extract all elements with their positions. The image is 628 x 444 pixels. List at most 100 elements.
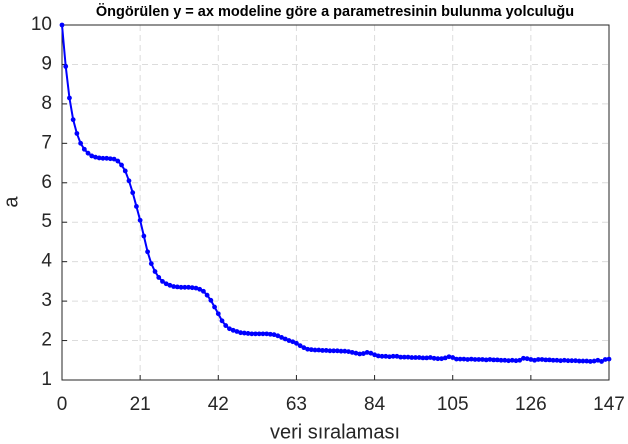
- data-point: [573, 358, 578, 364]
- data-point: [383, 353, 389, 359]
- data-point: [264, 331, 270, 337]
- data-point: [502, 357, 508, 363]
- data-point: [379, 353, 385, 359]
- data-point: [238, 330, 244, 336]
- data-point: [480, 357, 485, 362]
- data-point: [215, 311, 221, 317]
- data-point: [81, 146, 87, 152]
- data-point: [178, 284, 184, 290]
- data-point: [219, 318, 225, 324]
- x-tick-label: 84: [364, 394, 386, 415]
- data-point: [584, 358, 590, 364]
- data-point: [212, 304, 217, 310]
- data-point: [93, 154, 98, 160]
- data-point: [506, 358, 511, 364]
- data-point: [148, 261, 154, 267]
- x-tick-label: 147: [593, 394, 625, 415]
- data-point: [461, 356, 467, 362]
- data-point: [398, 354, 404, 360]
- data-point: [282, 336, 288, 342]
- data-point: [521, 355, 526, 361]
- data-point: [241, 330, 247, 336]
- data-point: [107, 156, 113, 162]
- data-point: [550, 357, 556, 363]
- data-point: [104, 155, 110, 161]
- data-point: [193, 285, 199, 291]
- data-point: [442, 355, 448, 361]
- data-point: [174, 284, 180, 290]
- data-point: [119, 162, 124, 168]
- data-point: [171, 284, 177, 289]
- y-tick-label: 3: [41, 290, 52, 311]
- data-point: [535, 357, 541, 362]
- data-point: [435, 356, 441, 362]
- data-point: [189, 285, 195, 291]
- data-point: [96, 155, 102, 161]
- data-point: [279, 335, 284, 340]
- data-point: [134, 204, 139, 209]
- data-point: [152, 269, 158, 274]
- data-point: [290, 339, 296, 345]
- data-point: [160, 278, 165, 284]
- data-point: [569, 358, 575, 364]
- data-point: [487, 357, 493, 362]
- data-point: [59, 22, 65, 28]
- x-axis-label: veri sıralaması: [270, 421, 400, 443]
- data-point: [528, 357, 534, 362]
- data-point: [349, 349, 355, 355]
- data-point: [297, 343, 303, 349]
- data-point: [156, 275, 162, 280]
- data-point: [424, 355, 430, 361]
- x-tick-label: 63: [286, 394, 307, 415]
- data-point: [491, 357, 497, 363]
- data-point: [364, 349, 370, 355]
- data-point: [223, 323, 229, 328]
- data-point: [74, 131, 80, 136]
- data-point: [543, 357, 549, 363]
- data-point: [394, 353, 400, 359]
- data-point: [63, 64, 69, 69]
- data-point: [431, 355, 437, 361]
- data-point: [204, 292, 210, 298]
- y-tick-label: 6: [41, 172, 52, 193]
- data-point: [468, 356, 474, 362]
- y-tick-label: 2: [41, 330, 52, 351]
- y-tick-label: 1: [41, 369, 52, 390]
- data-point: [342, 348, 348, 354]
- data-point: [230, 327, 236, 333]
- data-point: [271, 332, 277, 338]
- data-point: [323, 348, 329, 353]
- data-point: [67, 95, 72, 101]
- data-point: [320, 348, 325, 353]
- data-point: [234, 329, 240, 334]
- data-point: [427, 355, 433, 360]
- data-point: [316, 347, 322, 353]
- data-point: [454, 356, 459, 362]
- data-point: [509, 357, 515, 363]
- data-point: [308, 347, 314, 353]
- data-point: [327, 348, 333, 354]
- data-point: [361, 351, 366, 356]
- data-point: [331, 348, 337, 354]
- data-point: [554, 357, 560, 363]
- x-tick-label: 42: [208, 394, 229, 415]
- data-point: [498, 357, 504, 363]
- data-point: [413, 355, 418, 360]
- data-point: [558, 358, 564, 364]
- data-point: [353, 350, 359, 356]
- y-tick-label: 8: [41, 93, 52, 114]
- data-point: [457, 356, 463, 362]
- data-point: [561, 357, 567, 363]
- data-point: [260, 331, 266, 337]
- data-point: [182, 284, 188, 290]
- y-tick-label: 5: [41, 211, 52, 232]
- data-point: [513, 358, 519, 364]
- data-point: [375, 353, 381, 359]
- data-point: [606, 356, 612, 362]
- data-point: [591, 358, 597, 364]
- data-point: [524, 356, 530, 362]
- data-point: [494, 357, 500, 363]
- data-point: [137, 217, 143, 223]
- data-point: [301, 345, 307, 351]
